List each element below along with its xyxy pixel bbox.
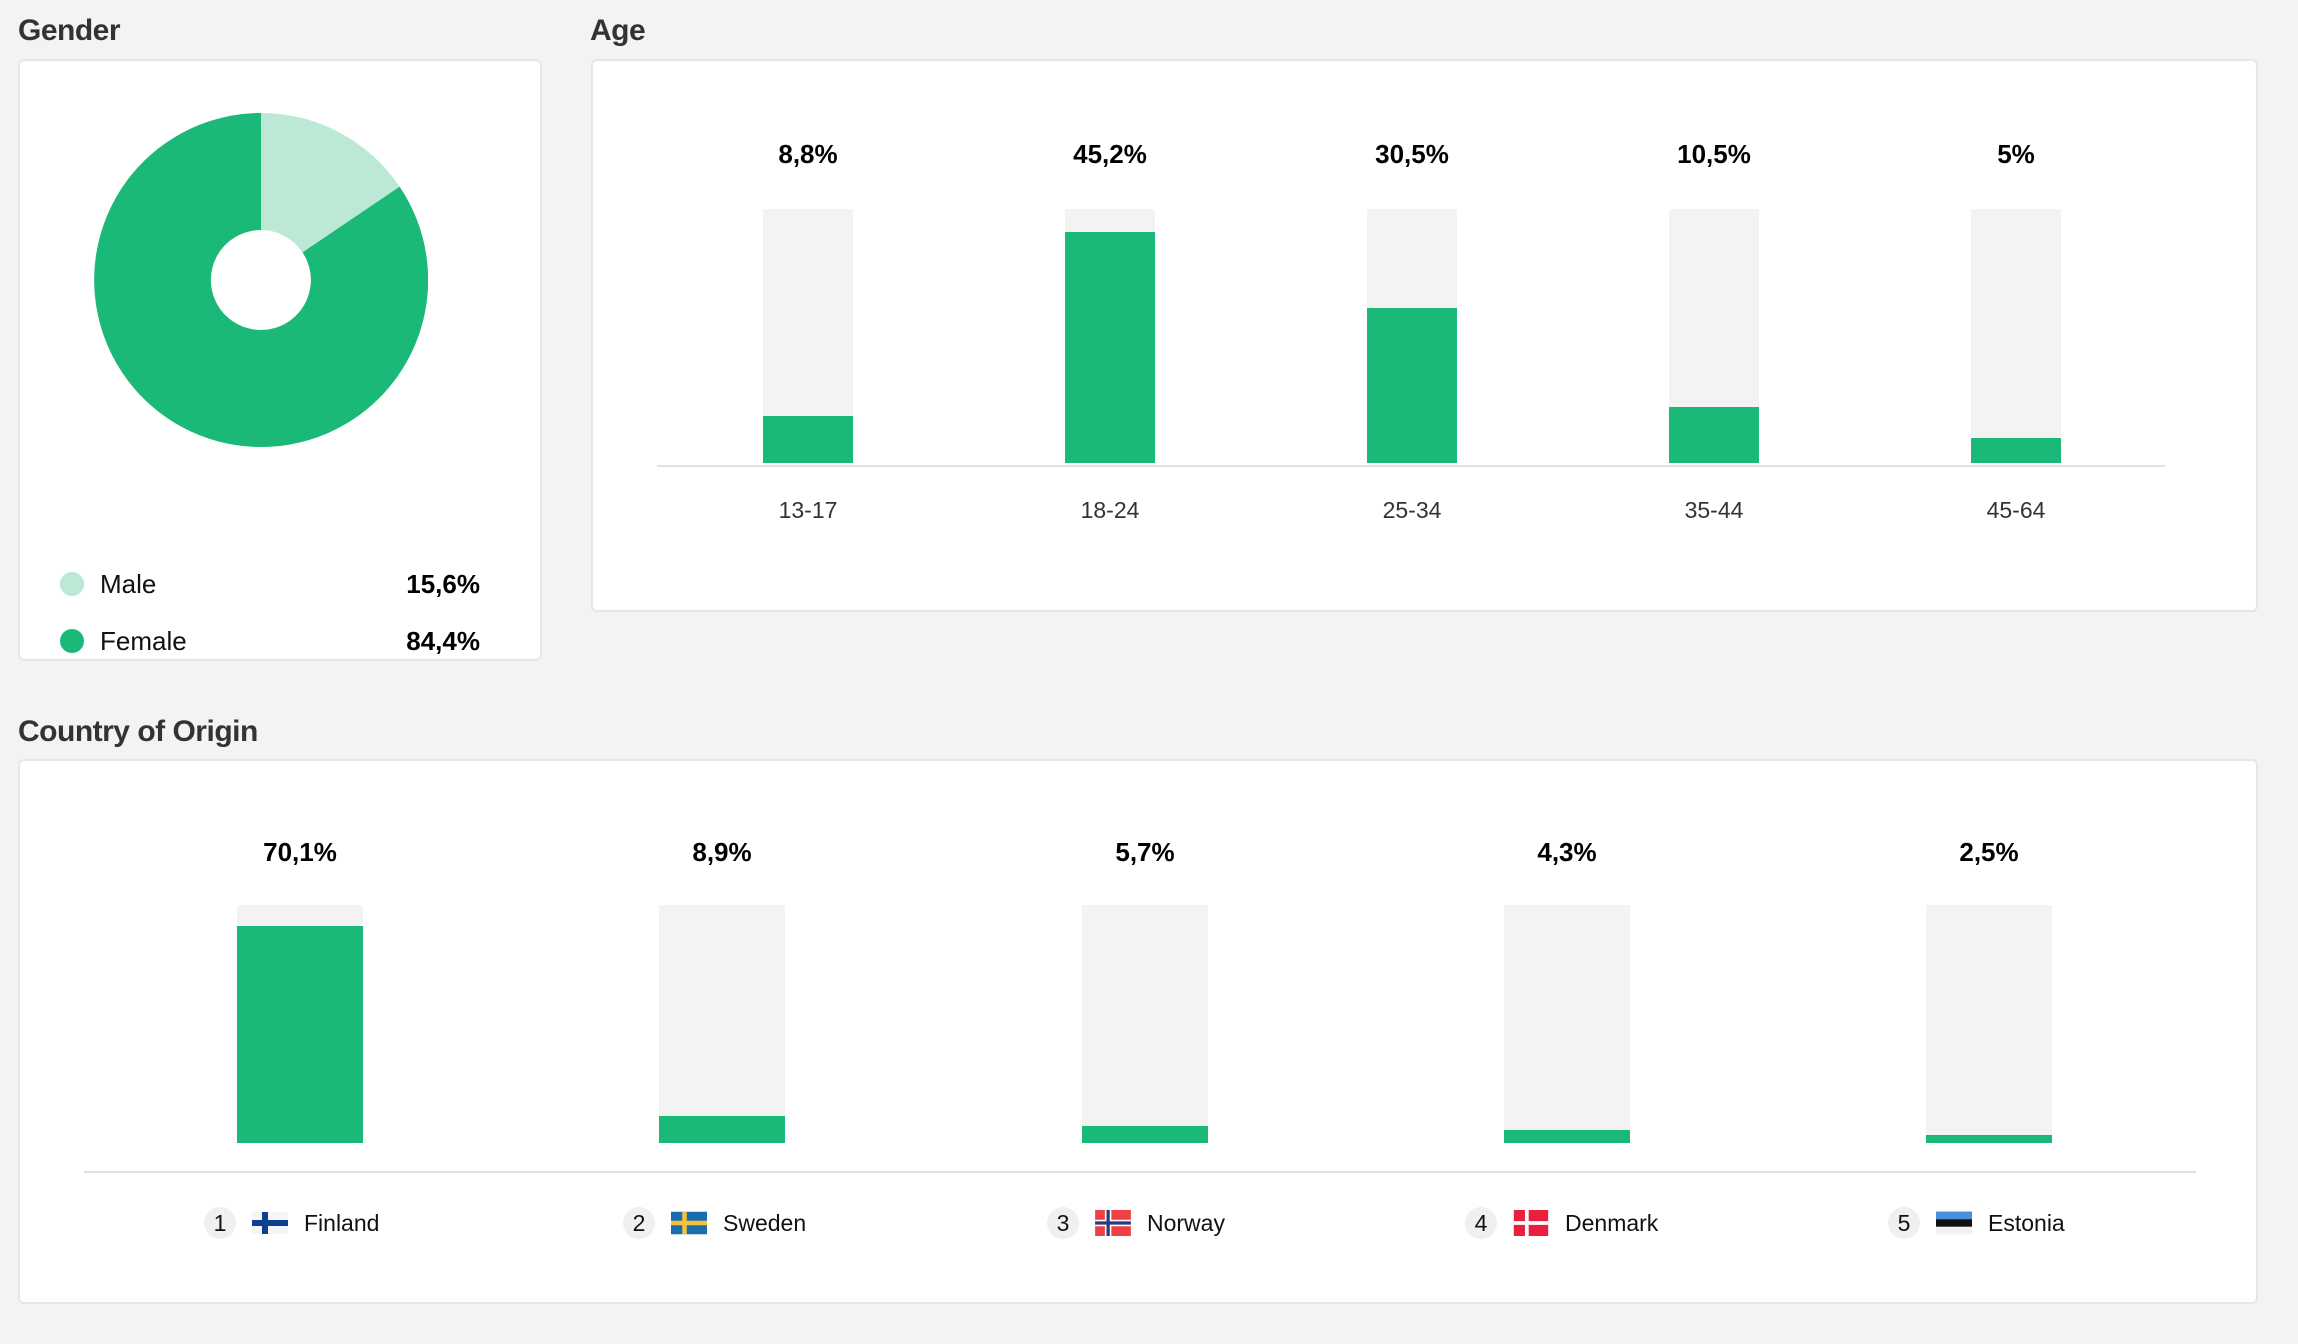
bar-value-label: 45,2% [1073,139,1147,169]
bar-value-label: 8,9% [692,837,752,867]
bar-category-label: 18-24 [1080,497,1140,523]
age-bar-45-64[interactable]: 5% 45-64 [1961,137,2071,524]
bar-track [1367,209,1457,463]
denmark-flag-icon [1513,1210,1549,1236]
bar-value-label: 4,3% [1537,837,1597,867]
bar-value-label: 2,5% [1959,837,2019,867]
age-bar-35-44[interactable]: 10,5% 35-44 [1659,137,1769,524]
bar-value-label: 30,5% [1375,139,1449,169]
legend-label: Male [100,568,157,599]
rank-badge: 5 [1888,1207,1920,1239]
bar-category-label: 25-34 [1382,497,1442,523]
bar-fill [1504,1130,1630,1143]
norway-flag-icon [1095,1210,1131,1236]
bar-category-label: 45-64 [1986,497,2046,523]
bar-category-label: 35-44 [1684,497,1744,523]
gender-section-title: Gender [18,14,121,47]
bar-fill [1971,438,2061,463]
country-name: Estonia [1988,1209,2065,1236]
bar-track [1926,905,2052,1143]
rank-badge: 4 [1465,1207,1497,1239]
country-name: Finland [304,1209,380,1236]
country-bar-sweden[interactable]: 8,9% [652,835,792,1143]
age-x-axis [657,465,2165,467]
bar-value-label: 10,5% [1677,139,1751,169]
age-bar-25-34[interactable]: 30,5% 25-34 [1357,137,1467,524]
bar-fill [1926,1135,2052,1143]
donut-slice-male[interactable] [261,113,400,253]
bar-fill [1669,407,1759,463]
age-bar-18-24[interactable]: 45,2% 18-24 [1055,137,1165,524]
legend-value: 84,4% [406,625,480,656]
donut-slice-female[interactable] [94,113,428,447]
country-bar-denmark[interactable]: 4,3% [1497,835,1637,1143]
bar-track [237,905,363,1143]
country-label-estonia: 5 Estonia [1888,1205,2065,1241]
country-bar-finland[interactable]: 70,1% [230,835,370,1143]
bar-fill [1367,308,1457,463]
country-x-axis [84,1171,2196,1173]
country-bar-norway[interactable]: 5,7% [1075,835,1215,1143]
bar-fill [659,1116,785,1143]
country-label-finland: 1 Finland [204,1205,379,1241]
finland-flag-icon [252,1212,288,1234]
gender-card: Male 15,6% Female 84,4% [18,59,542,661]
bar-track [1669,209,1759,463]
bar-value-label: 5,7% [1115,837,1175,867]
female-color-dot-icon [60,629,84,653]
legend-value: 15,6% [406,568,480,599]
country-name: Norway [1147,1209,1225,1236]
sweden-flag-icon [671,1211,707,1235]
bar-track [1065,209,1155,463]
country-bar-estonia[interactable]: 2,5% [1919,835,2059,1143]
rank-badge: 2 [623,1207,655,1239]
estonia-flag-icon [1936,1211,1972,1235]
bar-fill [1082,1126,1208,1143]
legend-item-male: Male 15,6% [60,564,480,604]
rank-badge: 1 [204,1207,236,1239]
male-color-dot-icon [60,572,84,596]
country-name: Denmark [1565,1209,1659,1236]
bar-fill [1065,232,1155,463]
country-section-title: Country of Origin [18,715,258,748]
bar-track [1082,905,1208,1143]
age-section-title: Age [590,14,646,47]
legend-label: Female [100,625,187,656]
bar-track [659,905,785,1143]
bar-value-label: 8,8% [778,139,838,169]
country-name: Sweden [723,1209,807,1236]
rank-badge: 3 [1047,1207,1079,1239]
age-card: 8,8% 13-17 45,2% 18-24 30,5% 25-34 10,5%… [591,59,2258,612]
bar-fill [237,926,363,1143]
country-label-denmark: 4 Denmark [1465,1205,1658,1241]
bar-fill [763,416,853,463]
country-label-norway: 3 Norway [1047,1205,1225,1241]
country-label-sweden: 2 Sweden [623,1205,806,1241]
bar-track [1504,905,1630,1143]
bar-value-label: 70,1% [263,837,337,867]
bar-track [1971,209,2061,463]
bar-track [763,209,853,463]
bar-category-label: 13-17 [778,497,838,523]
gender-donut-chart [94,113,428,447]
country-card: 70,1% 8,9% 5,7% 4,3% 2,5% 1 Finland [18,759,2258,1304]
age-bar-13-17[interactable]: 8,8% 13-17 [753,137,863,524]
legend-item-female: Female 84,4% [60,621,480,661]
bar-value-label: 5% [1997,139,2035,169]
